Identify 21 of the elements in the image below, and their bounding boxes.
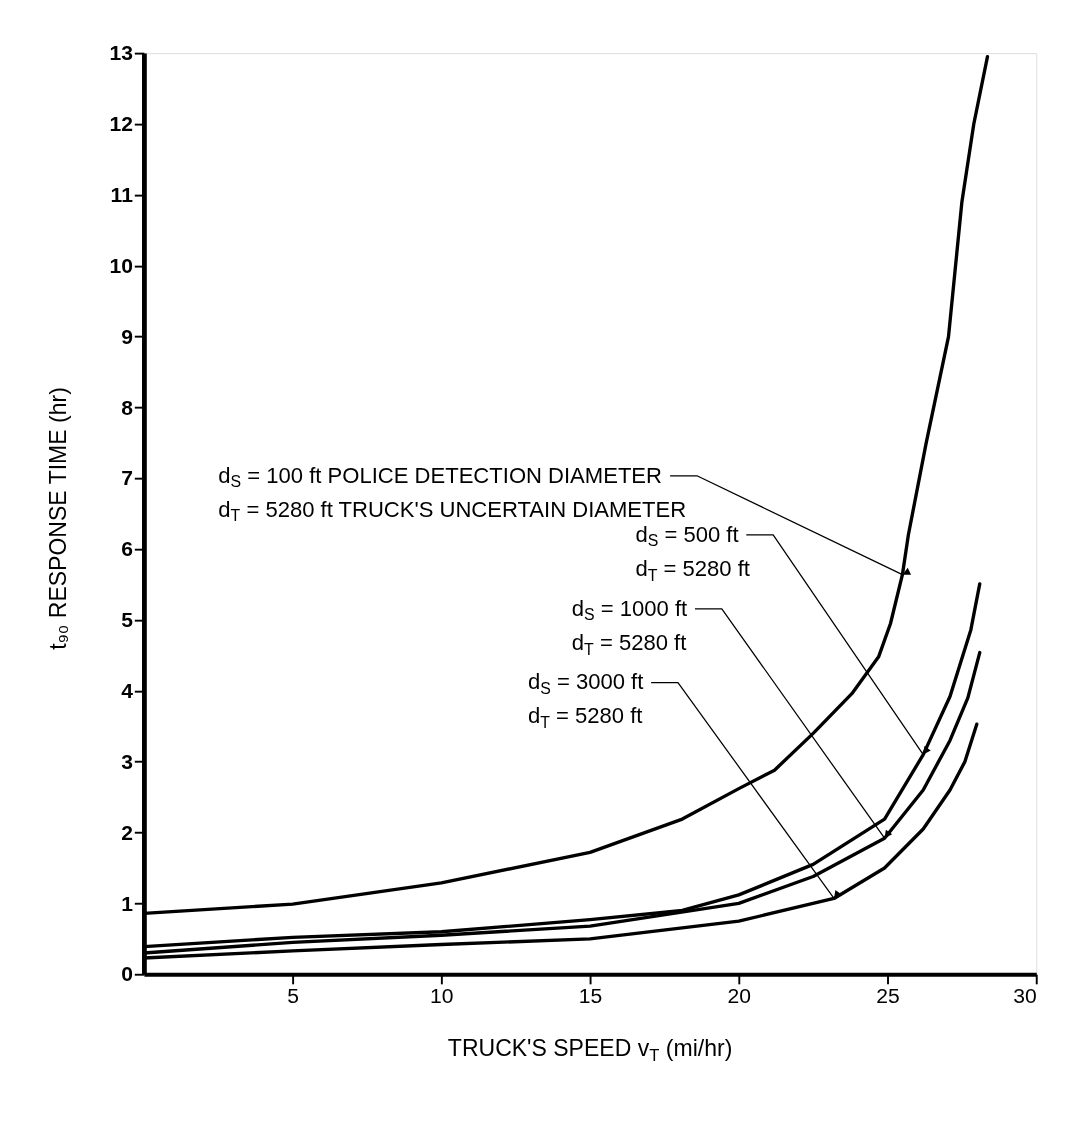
y-tick-label: 6 [121,537,133,561]
y-tick-label: 10 [109,253,133,277]
x-tick-label: 10 [430,983,454,1007]
y-tick-label: 3 [121,749,133,773]
y-tick-label: 1 [121,891,134,915]
x-tick-label: 15 [578,983,603,1007]
y-tick-label: 2 [121,820,133,844]
y-tick-label: 13 [109,41,133,65]
y-tick-label: 4 [121,679,134,703]
y-tick-label: 12 [109,112,133,136]
x-tick-label: 25 [876,983,900,1007]
x-tick-label: 20 [727,983,752,1007]
y-axis-title: t₉₀ RESPONSE TIME (hr) [45,387,72,650]
y-tick-label: 5 [121,608,134,632]
x-tick-label: 5 [287,983,299,1007]
y-tick-label: 7 [121,466,133,490]
y-tick-label: 11 [110,183,134,207]
x-tick-label: 30 [1013,983,1037,1007]
y-tick-label: 0 [121,962,133,986]
y-tick-label: 8 [121,395,134,419]
y-tick-label: 9 [121,324,133,348]
